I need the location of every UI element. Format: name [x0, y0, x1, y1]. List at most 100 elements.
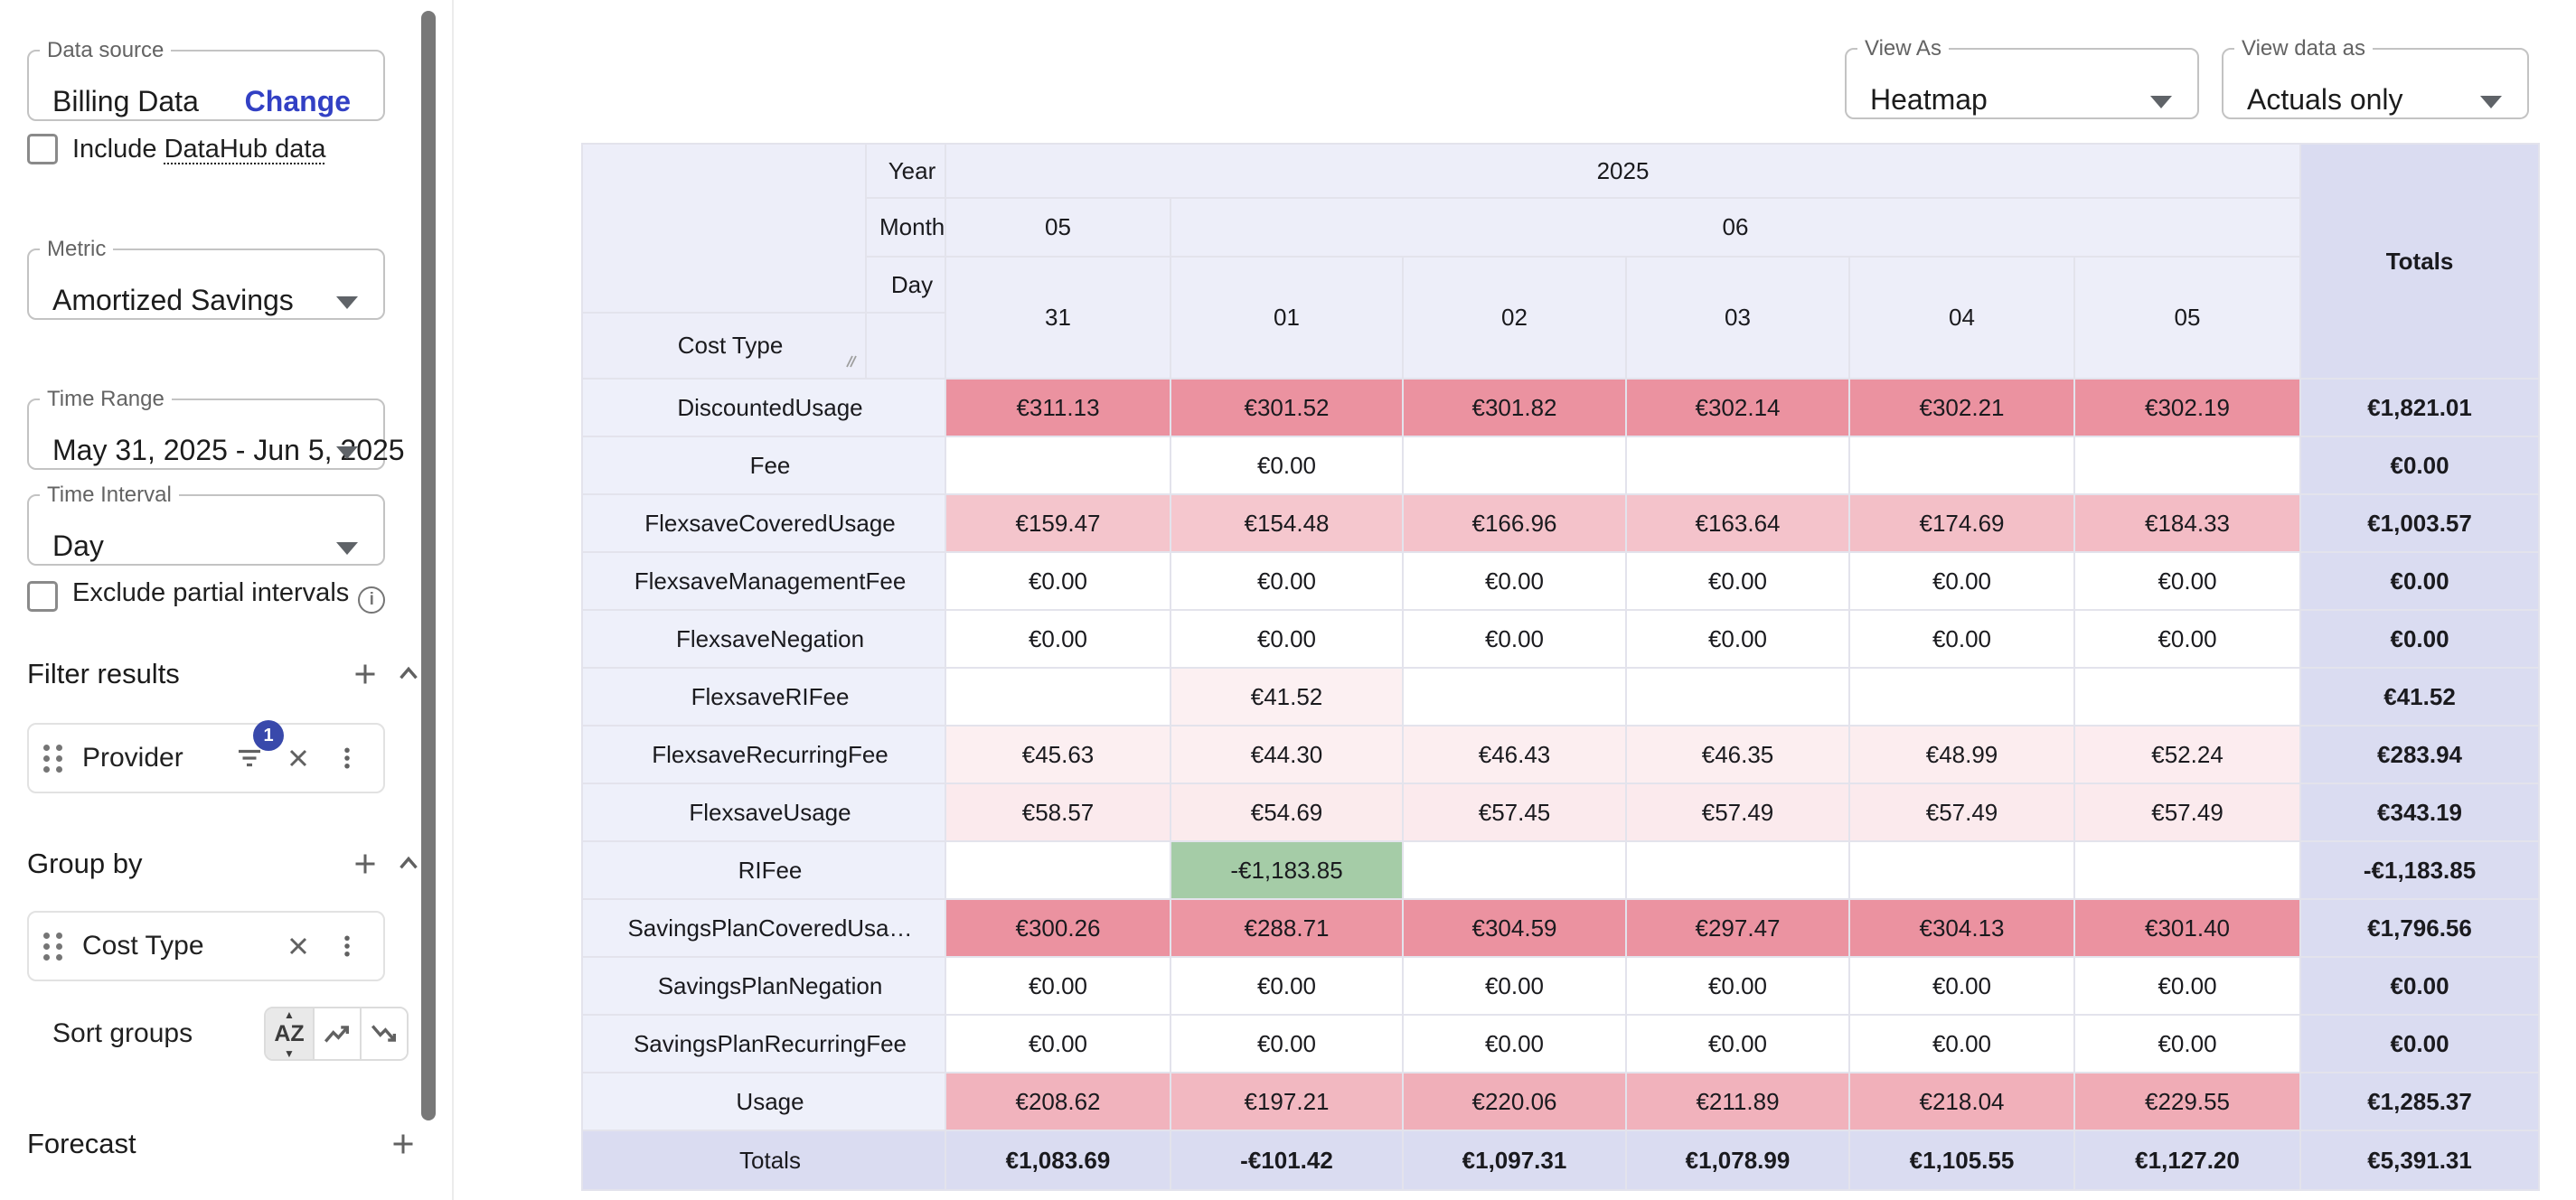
- sidebar-scrollbar-thumb[interactable]: [421, 11, 436, 1120]
- exclude-partial-row: Exclude partial intervals i: [27, 578, 386, 614]
- heatmap-cell: €0.00: [1170, 436, 1404, 495]
- heatmap-cell: €0.00: [1402, 551, 1627, 611]
- row-total-cell: €1,796.56: [2299, 898, 2541, 958]
- sort-groups-segmented-control: AZ ▲ ▼: [264, 1007, 409, 1061]
- filter-more-options-button[interactable]: [325, 736, 369, 780]
- metric-select[interactable]: Metric Amortized Savings: [27, 237, 385, 320]
- day-header: 04: [1848, 256, 2075, 380]
- column-total-cell: €1,097.31: [1402, 1130, 1627, 1191]
- heatmap-cell: €300.26: [945, 898, 1171, 958]
- grand-total-cell: €5,391.31: [2299, 1130, 2541, 1191]
- heatmap-cell: €0.00: [945, 1014, 1171, 1073]
- collapse-groups-button[interactable]: [387, 842, 430, 886]
- collapse-filters-button[interactable]: [387, 652, 430, 696]
- heatmap-cell: €0.00: [1848, 551, 2075, 611]
- row-total-cell: €0.00: [2299, 436, 2541, 495]
- axis-label-day: Day: [865, 256, 946, 314]
- column-resize-handle[interactable]: [840, 352, 858, 370]
- heatmap-cell: €0.00: [1170, 956, 1404, 1016]
- view-as-select[interactable]: View As Heatmap: [1845, 36, 2199, 119]
- table-row: FlexsaveCoveredUsage €159.47 €154.48 €166.9…: [581, 493, 2541, 553]
- view-as-label: View As: [1865, 36, 1941, 61]
- add-forecast-button[interactable]: [381, 1122, 425, 1166]
- heatmap-cell: €0.00: [1625, 609, 1850, 669]
- row-total-cell: €1,003.57: [2299, 493, 2541, 553]
- heatmap-cell: €54.69: [1170, 783, 1404, 842]
- remove-filter-button[interactable]: [277, 736, 320, 780]
- sort-groups-row: Sort groups AZ ▲ ▼: [52, 1007, 432, 1061]
- month-header: 05: [945, 197, 1171, 258]
- view-data-as-value: Actuals only: [2247, 83, 2403, 116]
- remove-group-button[interactable]: [277, 924, 320, 968]
- change-data-source-link[interactable]: Change: [244, 85, 351, 117]
- sort-alphabetical-button[interactable]: AZ ▲ ▼: [266, 1008, 313, 1059]
- heatmap-cell: -€1,183.85: [1170, 840, 1404, 900]
- time-range-select[interactable]: Time Range May 31, 2025 - Jun 5, 2025: [27, 387, 405, 470]
- day-header: 05: [2073, 256, 2302, 380]
- data-source-value: Billing Data: [52, 85, 199, 117]
- exclude-partial-checkbox[interactable]: [27, 580, 58, 612]
- filter-chip-provider[interactable]: Provider 1: [27, 720, 385, 793]
- day-header: 02: [1402, 256, 1627, 380]
- totals-row-label: Totals: [581, 1130, 946, 1191]
- row-label: FlexsaveManagementFee: [581, 551, 946, 611]
- heatmap-cell: €302.19: [2073, 378, 2302, 437]
- time-range-label: Time Range: [47, 387, 165, 411]
- heatmap-cell: €302.14: [1625, 378, 1850, 437]
- heatmap-cell: €288.71: [1170, 898, 1404, 958]
- heatmap-cell: €0.00: [2073, 956, 2302, 1016]
- kebab-menu-icon: [344, 747, 350, 769]
- row-label: FlexsaveCoveredUsage: [581, 493, 946, 553]
- plus-icon: [393, 1134, 413, 1154]
- chevron-down-icon: [336, 542, 358, 555]
- heatmap-cell: [1402, 840, 1627, 900]
- row-total-cell: €1,285.37: [2299, 1072, 2541, 1131]
- drag-handle-icon[interactable]: [43, 932, 62, 961]
- table-row: SavingsPlanCoveredUsa… €300.26 €288.71 €304…: [581, 898, 2541, 958]
- filter-settings-button[interactable]: 1: [228, 720, 284, 780]
- chevron-down-icon: [336, 296, 358, 309]
- drag-handle-icon[interactable]: [43, 744, 62, 773]
- time-interval-select[interactable]: Time Interval Day: [27, 483, 385, 566]
- heatmap-cell: €304.13: [1848, 898, 2075, 958]
- include-datahub-checkbox[interactable]: [27, 134, 58, 164]
- trending-up-icon: [324, 1026, 350, 1043]
- group-more-options-button[interactable]: [325, 924, 369, 968]
- add-group-button[interactable]: [343, 842, 387, 886]
- heatmap-cell: €218.04: [1848, 1072, 2075, 1131]
- datahub-data-link[interactable]: DataHub data: [164, 134, 326, 164]
- heatmap-cell: €0.00: [945, 956, 1171, 1016]
- heatmap-cell: €0.00: [1625, 1014, 1850, 1073]
- row-total-cell: €283.94: [2299, 725, 2541, 784]
- time-interval-value: Day: [52, 530, 104, 562]
- group-chip-cost-type[interactable]: Cost Type: [27, 911, 385, 981]
- heatmap-cell: €0.00: [945, 609, 1171, 669]
- table-row: DiscountedUsage €311.13 €301.52 €301.82 €302…: [581, 378, 2541, 437]
- heatmap-cell: €48.99: [1848, 725, 2075, 784]
- heatmap-cell: [1848, 436, 2075, 495]
- heatmap-cell: [1848, 840, 2075, 900]
- heatmap-cell: €45.63: [945, 725, 1171, 784]
- data-source-field: Data source Billing Data Change: [27, 38, 385, 121]
- heatmap-cell: €0.00: [1170, 1014, 1404, 1073]
- sort-descending-button[interactable]: [360, 1008, 407, 1059]
- info-icon[interactable]: i: [358, 586, 386, 614]
- heatmap-cell: €211.89: [1625, 1072, 1850, 1131]
- sort-ascending-button[interactable]: [313, 1008, 360, 1059]
- row-label: FlexsaveRIFee: [581, 667, 946, 727]
- heatmap-cell: €159.47: [945, 493, 1171, 553]
- heatmap-cell: €44.30: [1170, 725, 1404, 784]
- heatmap-cell: €0.00: [1170, 609, 1404, 669]
- row-label: Fee: [581, 436, 946, 495]
- heatmap-cell: €57.45: [1402, 783, 1627, 842]
- row-label: RIFee: [581, 840, 946, 900]
- heatmap-cell: €304.59: [1402, 898, 1627, 958]
- heatmap-cell: €0.00: [1402, 956, 1627, 1016]
- heatmap-cell: €41.52: [1170, 667, 1404, 727]
- heatmap-cell: [2073, 667, 2302, 727]
- add-filter-button[interactable]: [343, 652, 387, 696]
- view-data-as-select[interactable]: View data as Actuals only: [2222, 36, 2529, 119]
- heatmap-cell: €0.00: [2073, 1014, 2302, 1073]
- heatmap-cell: [945, 840, 1171, 900]
- heatmap-cell: €0.00: [945, 551, 1171, 611]
